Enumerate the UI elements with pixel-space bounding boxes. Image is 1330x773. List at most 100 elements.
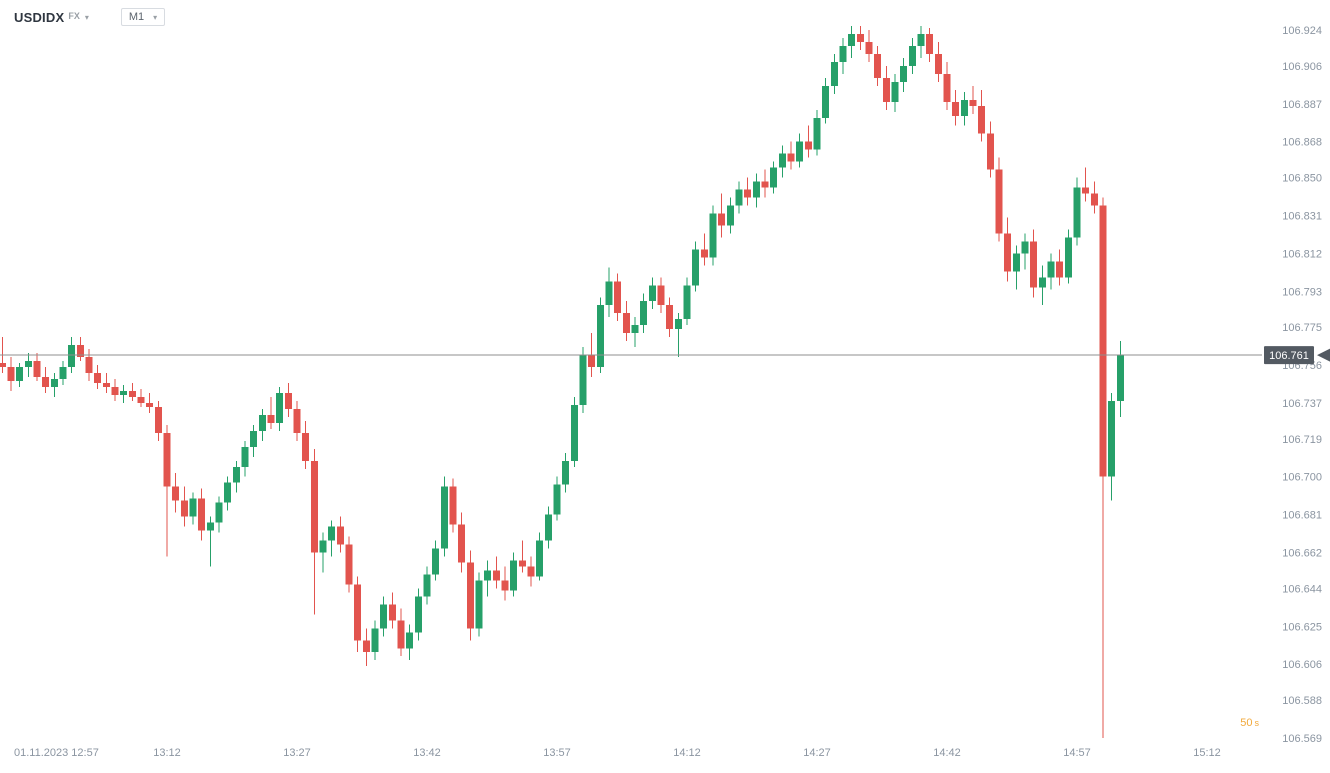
candle-body bbox=[917, 33, 925, 46]
candle-body bbox=[345, 544, 353, 585]
candle-body bbox=[926, 33, 934, 54]
candle-body bbox=[50, 379, 58, 387]
candle-body bbox=[250, 430, 258, 447]
candle-body bbox=[1056, 261, 1064, 278]
candle-body bbox=[59, 367, 67, 380]
candle-body bbox=[432, 548, 440, 575]
time-axis-label: 13:12 bbox=[153, 747, 181, 759]
candle-body bbox=[752, 181, 760, 198]
candle-body bbox=[163, 432, 171, 487]
candle-body bbox=[579, 355, 587, 405]
candle-body bbox=[969, 99, 977, 106]
candle-body bbox=[388, 604, 396, 621]
candle-body bbox=[33, 361, 41, 378]
candle-body bbox=[449, 486, 457, 525]
candle-body bbox=[111, 386, 119, 395]
symbol-name: USDIDX bbox=[14, 9, 65, 25]
candle-body bbox=[735, 189, 743, 206]
candle-body bbox=[224, 482, 232, 503]
candle-body bbox=[700, 249, 708, 258]
candle-body bbox=[267, 414, 275, 423]
price-axis-label: 106.606 bbox=[1282, 659, 1322, 671]
candle-body bbox=[787, 153, 795, 162]
candle-body bbox=[527, 566, 535, 577]
candle-body bbox=[874, 53, 882, 78]
candle-body bbox=[900, 65, 908, 82]
time-axis-label: 13:42 bbox=[413, 747, 441, 759]
chevron-down-icon: ▾ bbox=[84, 12, 89, 22]
candle-body bbox=[605, 281, 613, 306]
time-axis-label: 15:12 bbox=[1193, 747, 1221, 759]
candle-body bbox=[952, 101, 960, 116]
candle-body bbox=[371, 628, 379, 653]
candle-body bbox=[640, 301, 648, 326]
time-axis[interactable]: 01.11.2023 12:57 13:12 13:27 13:42 13:57 14:1… bbox=[14, 747, 1221, 759]
candle-body bbox=[657, 285, 665, 306]
candle-body bbox=[960, 99, 968, 116]
timeframe-selector[interactable]: M1 ▾ bbox=[120, 8, 166, 26]
candle-body bbox=[648, 285, 656, 302]
price-axis-label: 106.812 bbox=[1282, 248, 1322, 260]
candle-body bbox=[683, 285, 691, 320]
candle-body bbox=[856, 33, 864, 42]
price-axis-label: 106.906 bbox=[1282, 61, 1322, 73]
price-axis-label: 106.850 bbox=[1282, 173, 1322, 185]
candle-body bbox=[544, 514, 552, 541]
candle-body bbox=[1108, 400, 1116, 477]
candle-body bbox=[1030, 241, 1038, 288]
candle-body bbox=[76, 345, 84, 358]
candle-body bbox=[848, 33, 856, 46]
candle-body bbox=[1012, 253, 1020, 272]
candle-body bbox=[397, 620, 405, 649]
candle-body bbox=[310, 460, 318, 553]
price-axis-label: 106.924 bbox=[1282, 25, 1322, 37]
candle-body bbox=[536, 540, 544, 577]
candle-body bbox=[146, 402, 154, 407]
candle-body bbox=[674, 319, 682, 330]
candle-body bbox=[891, 81, 899, 102]
price-axis-label: 106.887 bbox=[1282, 99, 1322, 111]
candle-body bbox=[284, 392, 292, 409]
candle-body bbox=[744, 189, 752, 198]
candle-body bbox=[1082, 187, 1090, 194]
price-axis-label: 106.662 bbox=[1282, 548, 1322, 560]
candle-body bbox=[813, 117, 821, 150]
candle-body bbox=[276, 392, 284, 423]
candle-body bbox=[839, 45, 847, 62]
candle-body bbox=[596, 305, 604, 368]
candle-body bbox=[1021, 241, 1029, 254]
price-axis-label: 106.588 bbox=[1282, 695, 1322, 707]
candle-body bbox=[1073, 187, 1081, 238]
price-axis[interactable]: 106.924 106.906 106.887 106.868 106.850 106.8… bbox=[1282, 25, 1322, 745]
candle-body bbox=[137, 396, 145, 403]
candle-body bbox=[215, 502, 223, 523]
candle-body bbox=[666, 305, 674, 330]
symbol-selector[interactable]: USDIDX FX ▾ bbox=[14, 10, 89, 25]
price-axis-label: 106.737 bbox=[1282, 398, 1322, 410]
candle-body bbox=[943, 73, 951, 102]
candle-body bbox=[198, 498, 206, 531]
candle-body bbox=[362, 640, 370, 653]
candle-body bbox=[692, 249, 700, 286]
candle-body bbox=[570, 404, 578, 461]
candle-body bbox=[241, 446, 249, 467]
candle-body bbox=[995, 169, 1003, 234]
candle-body bbox=[328, 526, 336, 541]
candle-body bbox=[42, 377, 50, 387]
candle-body bbox=[128, 390, 136, 397]
timeframe-label: M1 bbox=[128, 11, 145, 23]
candle-body bbox=[102, 383, 110, 387]
price-axis-label: 106.793 bbox=[1282, 286, 1322, 298]
candle-body bbox=[882, 77, 890, 102]
candle-body bbox=[822, 85, 830, 118]
symbol-market-label: FX bbox=[68, 11, 80, 21]
candle-body bbox=[588, 355, 596, 368]
candle-body bbox=[1099, 205, 1107, 477]
candle-body bbox=[475, 580, 483, 629]
candle-body bbox=[830, 61, 838, 86]
time-axis-label: 14:57 bbox=[1063, 747, 1091, 759]
time-axis-label: 14:42 bbox=[933, 747, 961, 759]
candle-body bbox=[865, 41, 873, 54]
